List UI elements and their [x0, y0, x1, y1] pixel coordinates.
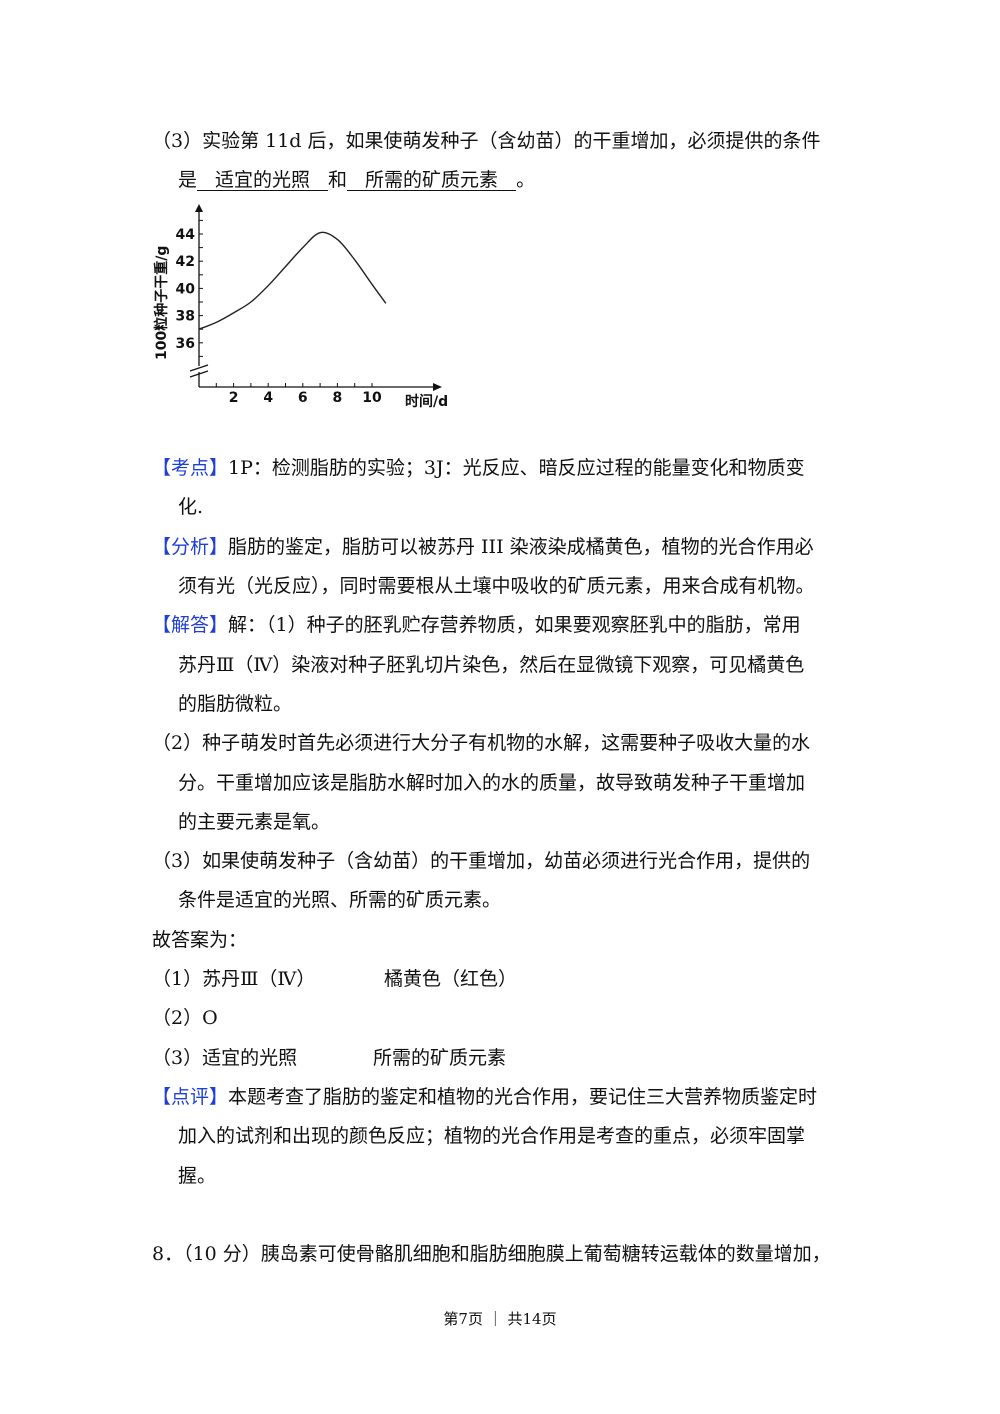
kaodian-text: 1P：检测脂肪的实验；3J：光反应、暗反应过程的能量变化和物质变	[228, 457, 805, 479]
dianping-text: 本题考查了脂肪的鉴定和植物的光合作用，要记住三大营养物质鉴定时	[228, 1086, 818, 1108]
q3-prefix: 是	[178, 169, 198, 191]
jieda-line2: 苏丹Ⅲ（Ⅳ）染液对种子胚乳切片染色，然后在显微镜下观察，可见橘黄色	[178, 654, 805, 676]
y-tick-label: 44	[176, 227, 196, 243]
q3-mid: 和	[328, 169, 348, 191]
answer-3: （3）适宜的光照	[152, 1047, 298, 1069]
y-tick-label: 38	[176, 309, 195, 325]
x-tick-label: 2	[229, 390, 239, 406]
q3-end: 。	[516, 169, 536, 191]
kaodian-line2: 化.	[178, 496, 204, 518]
answer-3b: 所需的矿质元素	[373, 1047, 507, 1069]
dianping-line2: 加入的试剂和出现的颜色反应；植物的光合作用是考查的重点，必须牢固掌	[178, 1125, 806, 1147]
answer-blank-2: 所需的矿质元素	[347, 170, 517, 191]
y-tick-label: 42	[176, 254, 195, 270]
answer-2: （2）O	[152, 1007, 218, 1029]
x-tick-label: 10	[362, 390, 382, 406]
fenxi-line1: 【分析】脂肪的鉴定，脂肪可以被苏丹 III 染液染成橘黄色，植物的光合作用必	[152, 535, 814, 559]
x-tick-label: 6	[298, 390, 308, 406]
series-line	[198, 231, 387, 330]
jieda-p2-line2: 分。干重增加应该是脂肪水解时加入的水的质量，故导致萌发种子干重增加	[178, 772, 806, 794]
y-tick-label: 36	[176, 336, 195, 352]
seed-weight-chart: 2 4 6 8 10 36 38 40 42 44 时间/d 100粒种子干重/g	[153, 204, 448, 410]
question-8: 8．（10 分）胰岛素可使骨骼肌细胞和脂肪细胞膜上葡萄糖转运载体的数量增加，	[152, 1243, 831, 1265]
jieda-text: 解：（1）种子的胚乳贮存营养物质，如果要观察胚乳中的脂肪，常用	[228, 614, 801, 636]
answer-1: （1）苏丹Ⅲ（Ⅳ）	[152, 968, 316, 990]
jieda-p2-line1: （2）种子萌发时首先必须进行大分子有机物的水解，这需要种子吸收大量的水	[152, 732, 811, 754]
jieda-p2-line3: 的主要元素是氧。	[178, 811, 331, 833]
page-footer: 第7页 ｜ 共14页	[443, 1310, 557, 1328]
x-axis-arrow	[433, 383, 442, 391]
q3-line1: （3）实验第 11d 后，如果使萌发种子（含幼苗）的干重增加，必须提供的条件	[152, 130, 821, 152]
x-tick-label: 4	[263, 390, 273, 406]
axis-break-mark	[189, 364, 209, 372]
jieda-line1: 【解答】解：（1）种子的胚乳贮存营养物质，如果要观察胚乳中的脂肪，常用	[152, 613, 801, 637]
jieda-p3-line2: 条件是适宜的光照、所需的矿质元素。	[178, 889, 502, 911]
q3-line2: 是适宜的光照和所需的矿质元素。	[178, 168, 535, 192]
axis-break-mark	[189, 370, 209, 378]
fenxi-line2: 须有光（光反应），同时需要根从土壤中吸收的矿质元素，用来合成有机物。	[178, 575, 815, 597]
x-axis-label: 时间/d	[405, 393, 448, 410]
y-axis-arrow	[195, 204, 203, 212]
dianping-line1: 【点评】本题考查了脂肪的鉴定和植物的光合作用，要记住三大营养物质鉴定时	[152, 1085, 817, 1109]
answer-label: 故答案为：	[152, 929, 248, 951]
answer-blank-1: 适宜的光照	[197, 170, 329, 191]
jieda-p3-line1: （3）如果使萌发种子（含幼苗）的干重增加，幼苗必须进行光合作用，提供的	[152, 850, 811, 872]
fenxi-tag: 【分析】	[152, 536, 229, 558]
jieda-line3: 的脂肪微粒。	[178, 693, 293, 715]
dianping-line3: 握。	[178, 1165, 217, 1187]
kaodian-tag: 【考点】	[152, 457, 229, 479]
x-tick-label: 8	[333, 390, 343, 406]
kaodian-line1: 【考点】1P：检测脂肪的实验；3J：光反应、暗反应过程的能量变化和物质变	[152, 456, 805, 480]
y-axis-label: 100粒种子干重/g	[153, 246, 170, 360]
fenxi-text: 脂肪的鉴定，脂肪可以被苏丹 III 染液染成橘黄色，植物的光合作用必	[228, 536, 814, 558]
jieda-tag: 【解答】	[152, 614, 229, 636]
answer-1b: 橘黄色（红色）	[384, 968, 518, 990]
dianping-tag: 【点评】	[152, 1086, 229, 1108]
y-tick-label: 40	[176, 281, 196, 297]
